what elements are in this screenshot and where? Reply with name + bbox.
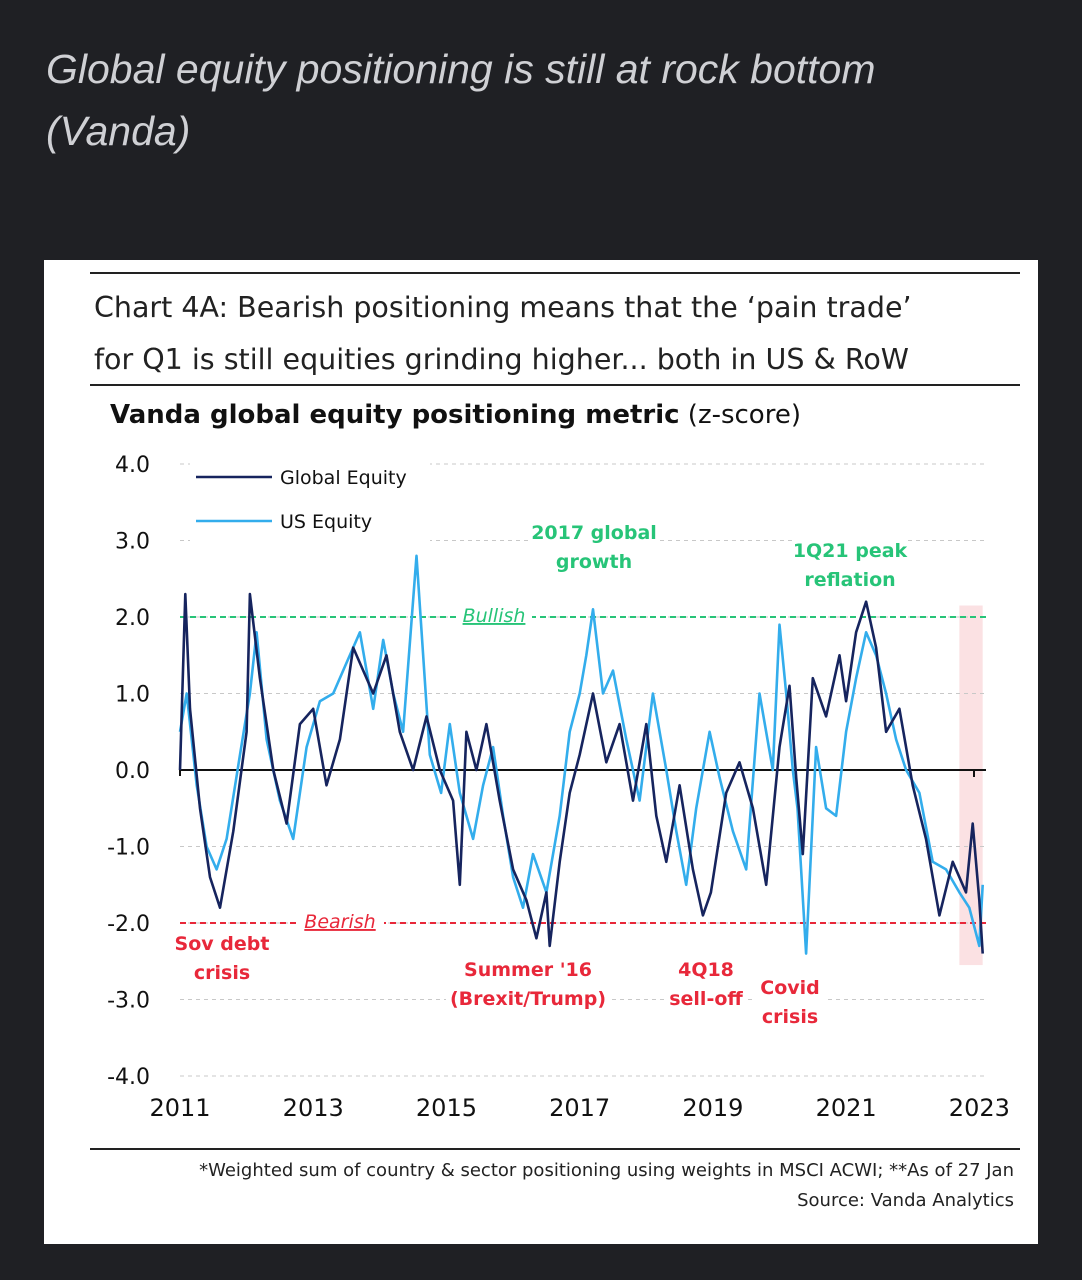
x-tick-label: 2017 (549, 1094, 610, 1122)
heading-rule (90, 384, 1020, 386)
bearish-label-bg (296, 907, 384, 933)
y-tick-label: 4.0 (115, 453, 150, 478)
chart-heading: Chart 4A: Bearish positioning means that… (94, 282, 1034, 386)
annotation-covid-line2: crisis (762, 1006, 818, 1028)
annotation-1q21-peak-line2: reflation (804, 569, 895, 591)
legend-global-label: Global Equity (280, 467, 407, 489)
annotation-1q21-peak-bg (792, 535, 908, 593)
top-rule (90, 272, 1020, 274)
post-title-line2: (Vanda) (46, 108, 191, 154)
series-us-equity-line (178, 554, 984, 955)
legend-us-label: US Equity (280, 511, 372, 533)
bullish-label-bg (456, 601, 532, 627)
x-tick-label: 2019 (682, 1094, 743, 1122)
x-tick-label: 2015 (416, 1094, 477, 1122)
y-tick-label: -3.0 (107, 989, 150, 1014)
y-tick-label: 0.0 (115, 759, 150, 784)
legend-bg (190, 460, 430, 544)
bullish-label: Bullish (463, 605, 526, 627)
y-tick-label: -4.0 (107, 1065, 150, 1090)
footer-rule (90, 1148, 1020, 1150)
y-tick-label: 2.0 (115, 606, 150, 631)
y-tick-label: -2.0 (107, 912, 150, 937)
annotation-4q18-line2: sell-off (669, 988, 743, 1010)
post-title: Global equity positioning is still at ro… (46, 38, 1046, 162)
chart-heading-line1: Chart 4A: Bearish positioning means that… (94, 291, 912, 324)
chart-title-unit: (z-score) (687, 400, 801, 430)
annotation-2017-growth-line1: 2017 global (531, 522, 657, 544)
annotation-4q18-line1: 4Q18 (678, 959, 734, 981)
post-title-line1: Global equity positioning is still at ro… (46, 46, 876, 92)
x-tick-label: 2023 (949, 1094, 1010, 1122)
x-tick-label: 2013 (283, 1094, 344, 1122)
chart-heading-line2: for Q1 is still equities grinding higher… (94, 343, 909, 376)
annotation-2017-growth-bg (529, 517, 659, 575)
annotation-summer16-bg (446, 954, 610, 1012)
annotation-summer16-line2: (Brexit/Trump) (450, 988, 606, 1010)
chart-title-bold: Vanda global equity positioning metric (110, 400, 680, 430)
bearish-label: Bearish (304, 911, 375, 933)
x-tick-label: 2011 (149, 1094, 210, 1122)
chart-svg: 4.0 3.0 2.0 1.0 0.0 -1.0 -2.0 -3.0 -4.0 Bullish Be… (107, 453, 1010, 1122)
footnote-source: Source: Vanda Analytics (797, 1190, 1014, 1211)
y-tick-label: 1.0 (115, 683, 150, 708)
series-global-equity-line (178, 592, 984, 954)
x-tick-label: 2021 (816, 1094, 877, 1122)
y-tick-label: -1.0 (107, 836, 150, 861)
chart-title: Vanda global equity positioning metric (… (110, 400, 801, 430)
annotation-covid-bg (755, 972, 825, 1030)
annotation-summer16-line1: Summer '16 (464, 959, 592, 981)
annotation-4q18-bg (666, 954, 746, 1012)
annotation-sov-debt-line1: Sov debt (175, 933, 270, 955)
annotation-2017-growth-line2: growth (556, 551, 632, 573)
annotation-1q21-peak-line1: 1Q21 peak (793, 540, 908, 562)
y-tick-label: 3.0 (115, 530, 150, 555)
footnote-weights: *Weighted sum of country & sector positi… (199, 1160, 1014, 1181)
chart-card: Chart 4A: Bearish positioning means that… (44, 260, 1038, 1244)
annotation-sov-debt-line2: crisis (194, 962, 250, 984)
annotation-covid-line1: Covid (760, 977, 820, 999)
annotation-sov-debt-bg (172, 928, 272, 986)
